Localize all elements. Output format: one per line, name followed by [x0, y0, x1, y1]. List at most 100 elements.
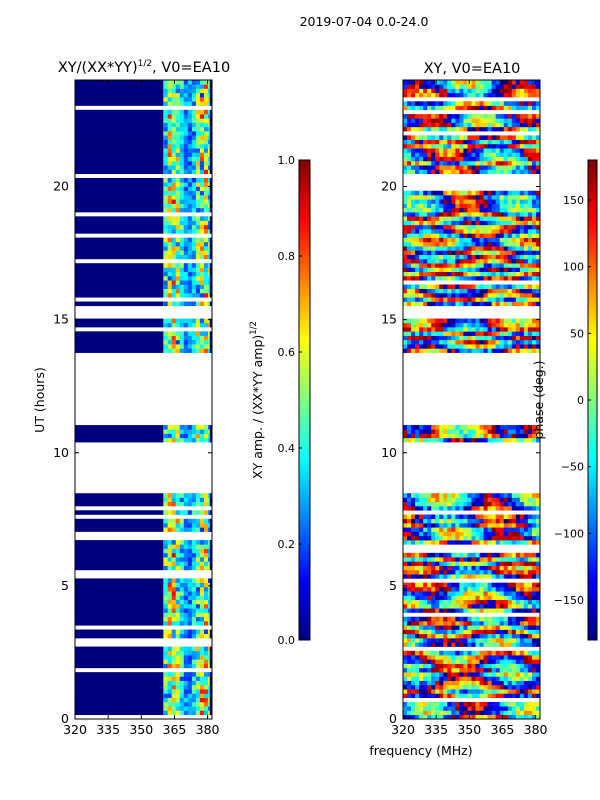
heatmap-cell — [475, 535, 480, 541]
heatmap-cell — [523, 229, 529, 234]
heatmap-cell — [515, 344, 521, 349]
heatmap-cell — [475, 207, 480, 213]
heatmap-cell — [455, 105, 460, 111]
heatmap-row — [75, 591, 164, 596]
heatmap-cell — [495, 629, 501, 635]
heatmap-row-edge — [209, 527, 212, 532]
heatmap-cell — [467, 667, 472, 673]
heatmap-cell — [191, 139, 197, 145]
heatmap-cell — [483, 565, 489, 571]
heatmap-cell — [475, 561, 480, 566]
heatmap-cell — [483, 143, 489, 149]
heatmap-cell — [471, 216, 476, 221]
heatmap-cell — [419, 586, 424, 592]
heatmap-cell — [455, 650, 460, 656]
heatmap-cell — [535, 527, 540, 532]
heatmap-cell — [443, 710, 448, 716]
heatmap-cell — [407, 275, 412, 281]
heatmap-cell — [483, 246, 489, 251]
heatmap-cell — [491, 233, 497, 238]
heatmap-cell — [467, 190, 472, 196]
heatmap-cell — [491, 220, 497, 226]
heatmap-cell — [523, 160, 529, 166]
heatmap-cell — [167, 608, 173, 613]
heatmap-cell — [187, 603, 193, 609]
heatmap-cell — [187, 586, 193, 592]
heatmap-cell — [483, 275, 489, 281]
heatmap-cell — [179, 348, 185, 353]
heatmap-cell — [479, 684, 484, 690]
heatmap-cell — [507, 582, 513, 588]
heatmap-cell — [203, 254, 209, 260]
heatmap-cell — [443, 561, 448, 566]
heatmap-cell — [515, 327, 521, 332]
heatmap-cell — [503, 246, 509, 251]
heatmap-cell — [427, 88, 432, 94]
heatmap-cell — [447, 514, 452, 520]
heatmap-cell — [515, 429, 521, 434]
heatmap-cell — [191, 182, 197, 187]
heatmap-cell — [187, 578, 193, 583]
heatmap-cell — [407, 425, 412, 430]
heatmap-cell — [191, 429, 197, 434]
heatmap-cell — [463, 506, 468, 511]
heatmap-cell — [403, 344, 408, 349]
heatmap-cell — [467, 552, 472, 558]
heatmap-cell — [163, 510, 169, 515]
heatmap-cell — [195, 599, 201, 605]
heatmap-cell — [491, 663, 497, 669]
heatmap-cell — [463, 429, 468, 434]
heatmap-cell — [507, 506, 513, 511]
heatmap-cell — [511, 621, 517, 626]
heatmap-row-edge — [209, 195, 212, 200]
heatmap-cell — [471, 621, 476, 626]
heatmap-row-edge — [209, 680, 212, 686]
heatmap-cell — [475, 118, 480, 123]
heatmap-cell — [455, 101, 460, 106]
heatmap-cell — [531, 143, 537, 149]
heatmap-cell — [503, 216, 509, 221]
heatmap-cell — [179, 501, 185, 507]
heatmap-cell — [191, 701, 197, 707]
heatmap-cell — [483, 212, 489, 217]
heatmap-cell — [507, 250, 513, 255]
heatmap-cell — [455, 297, 460, 302]
heatmap-cell — [179, 109, 185, 115]
heatmap-cell — [463, 650, 468, 656]
heatmap-cell — [407, 301, 412, 307]
heatmap-cell — [535, 561, 540, 566]
heatmap-cell — [475, 237, 480, 243]
heatmap-row — [75, 250, 164, 255]
heatmap-cell — [503, 659, 509, 664]
heatmap-cell — [171, 135, 177, 140]
heatmap-cell — [167, 578, 173, 583]
heatmap-cell — [423, 212, 428, 217]
heatmap-cell — [179, 433, 185, 439]
heatmap-cell — [467, 284, 472, 290]
heatmap-row — [75, 293, 164, 298]
heatmap-cell — [171, 437, 177, 443]
heatmap-cell — [435, 284, 440, 290]
heatmap-cell — [487, 335, 493, 341]
heatmap-cell — [495, 497, 501, 503]
heatmap-cell — [195, 195, 201, 200]
heatmap-cell — [411, 327, 416, 332]
heatmap-cell — [467, 160, 472, 166]
heatmap-cell — [187, 646, 193, 652]
heatmap-cell — [403, 271, 408, 277]
heatmap-cell — [411, 152, 416, 157]
heatmap-cell — [187, 241, 193, 247]
heatmap-cell — [439, 335, 444, 341]
heatmap-cell — [455, 224, 460, 230]
heatmap-cell — [191, 437, 197, 443]
heatmap-cell — [459, 633, 464, 639]
heatmap-cell — [407, 156, 412, 162]
heatmap-cell — [483, 621, 489, 626]
heatmap-cell — [443, 212, 448, 217]
left-colorbar-gradient — [298, 159, 311, 641]
heatmap-cell — [503, 425, 509, 430]
heatmap-cell — [431, 275, 436, 281]
heatmap-cell — [483, 84, 489, 89]
heatmap-cell — [427, 433, 432, 439]
heatmap-cell — [167, 301, 173, 307]
